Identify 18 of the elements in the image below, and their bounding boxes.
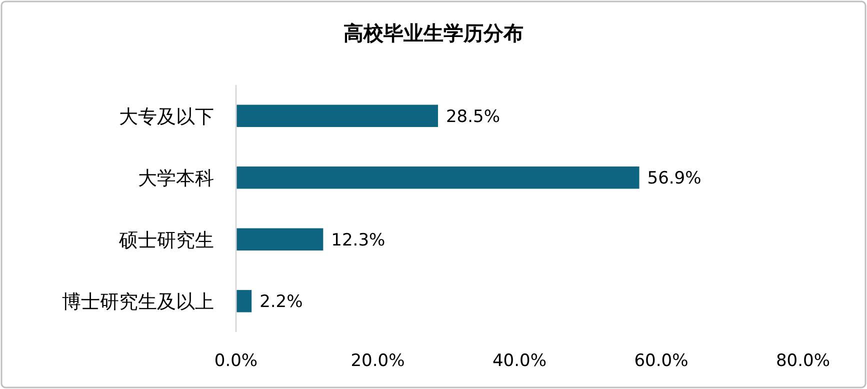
data-label: 2.2% xyxy=(260,292,303,312)
data-label: 56.9% xyxy=(647,168,702,189)
data-label: 28.5% xyxy=(446,106,500,127)
y-tick-label: 大学本科 xyxy=(138,168,214,190)
x-tick-label: 60.0% xyxy=(634,351,688,371)
x-tick-label: 0.0% xyxy=(214,351,258,371)
bar xyxy=(236,228,324,250)
x-tick-label: 40.0% xyxy=(492,351,547,371)
bar xyxy=(236,104,438,127)
y-tick-label: 博士研究生及以上 xyxy=(62,291,214,314)
y-tick-label: 硕士研究生 xyxy=(118,229,214,252)
chart-title: 高校毕业生学历分布 xyxy=(344,21,524,45)
x-tick-label: 80.0% xyxy=(776,351,830,371)
data-label: 12.3% xyxy=(331,230,386,250)
x-tick-label: 20.0% xyxy=(350,351,405,371)
y-tick-label: 大专及以下 xyxy=(119,106,214,128)
bar xyxy=(236,166,640,189)
bar xyxy=(236,290,252,312)
